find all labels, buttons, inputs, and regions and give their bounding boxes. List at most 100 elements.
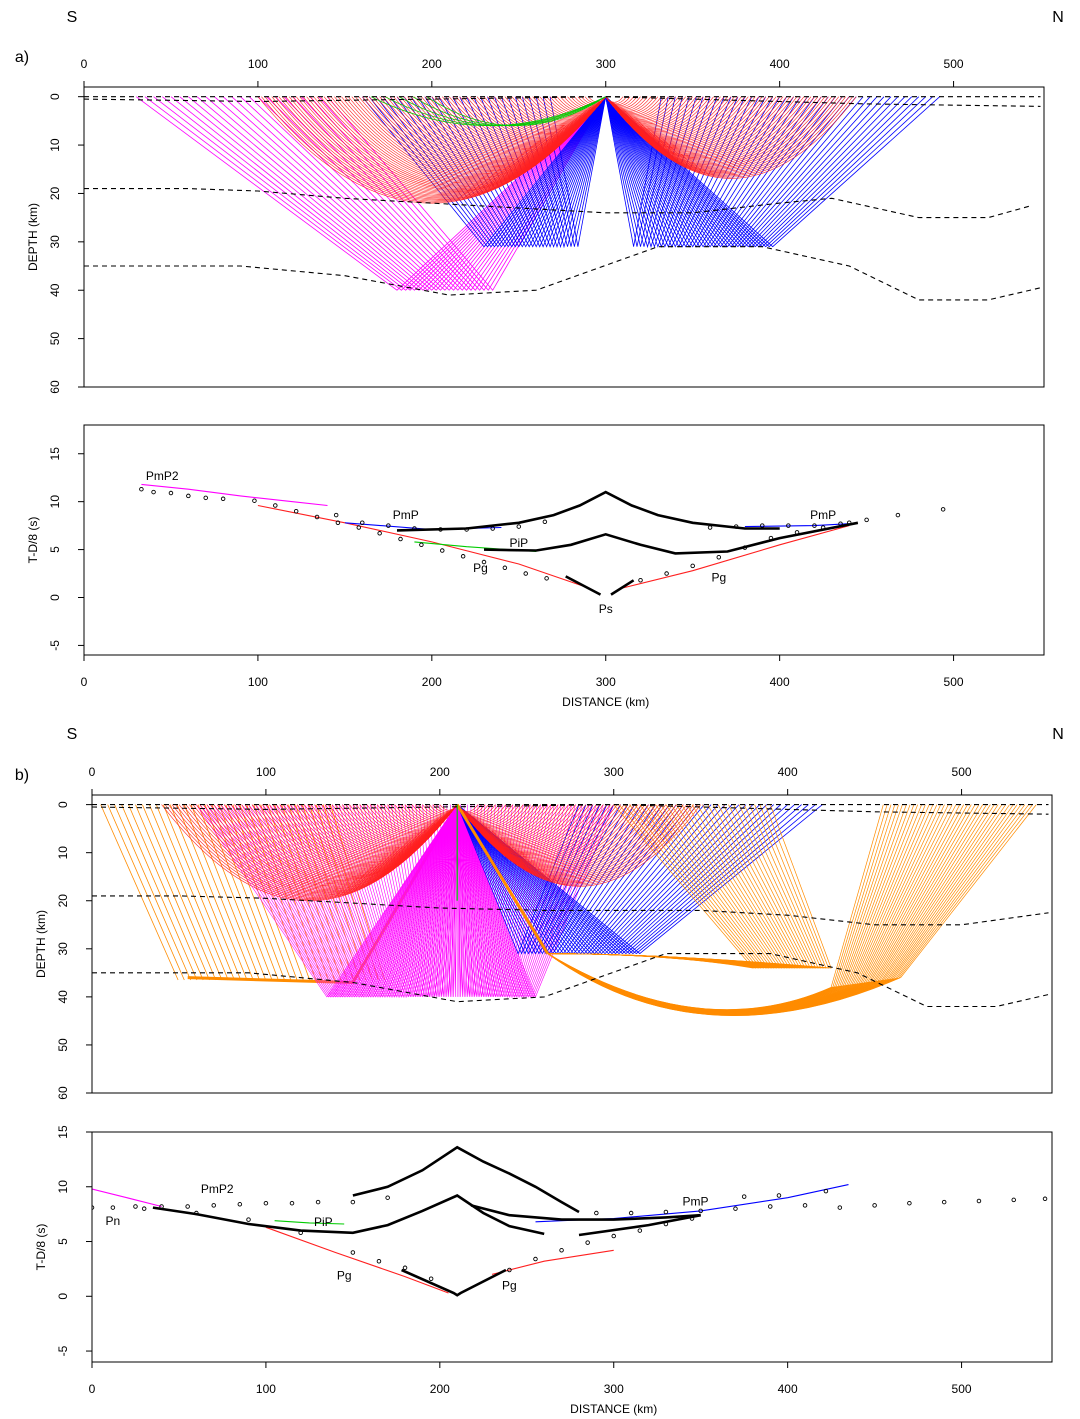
ray xyxy=(100,804,179,981)
data-point xyxy=(812,523,817,528)
panel-label: b) xyxy=(15,767,29,784)
ray xyxy=(456,804,510,997)
x-tick-label: 500 xyxy=(944,57,964,71)
y-tick-label: 15 xyxy=(56,1125,70,1139)
x-tick-label: 0 xyxy=(81,57,88,71)
ray xyxy=(456,804,611,998)
ray xyxy=(296,804,458,998)
x-tick-label: 0 xyxy=(81,675,88,689)
y-tick-label: 0 xyxy=(56,1293,70,1300)
data-point xyxy=(733,1206,738,1211)
travel-time-curve xyxy=(92,1188,162,1208)
ray xyxy=(231,96,607,291)
plot-area xyxy=(92,1145,1048,1297)
y-tick-label: 20 xyxy=(56,894,70,908)
y-tick-label: 40 xyxy=(48,283,62,297)
x-tick-label: 400 xyxy=(778,1382,798,1396)
ray xyxy=(128,804,204,981)
data-point xyxy=(440,548,445,553)
phase-label: Pg xyxy=(337,1269,352,1283)
ray xyxy=(456,804,629,955)
ray xyxy=(397,804,458,997)
data-point xyxy=(289,1200,295,1206)
y-axis-label: T-D/8 (s) xyxy=(26,517,40,564)
ray xyxy=(210,804,458,998)
data-point xyxy=(246,1217,251,1222)
direction-label: N xyxy=(1052,726,1064,743)
data-point xyxy=(159,1204,164,1209)
ray xyxy=(605,96,815,248)
ray xyxy=(456,804,604,998)
data-point xyxy=(220,496,226,502)
y-tick-label: 0 xyxy=(48,594,62,601)
interface-line xyxy=(92,953,1049,1008)
ray xyxy=(190,804,260,981)
panel: T-D/8 (s)DISTANCE (km)0 100 200 300 400 500-5… xyxy=(34,1125,1053,1416)
ray xyxy=(410,96,607,248)
ray xyxy=(436,804,458,997)
data-point xyxy=(490,526,495,531)
data-point xyxy=(733,524,739,529)
ray xyxy=(487,96,607,248)
ray xyxy=(456,804,726,955)
interface-line xyxy=(92,895,1049,926)
phase-label: PmP xyxy=(682,1194,708,1208)
ray xyxy=(383,804,458,997)
y-axis-label: DEPTH (km) xyxy=(26,203,40,271)
ray xyxy=(170,96,606,291)
direction-label: S xyxy=(67,726,78,743)
ray xyxy=(206,804,458,998)
data-point xyxy=(1042,1196,1048,1202)
ray xyxy=(456,804,594,998)
y-tick-label: 5 xyxy=(48,546,62,553)
plot-frame xyxy=(83,424,1045,656)
plot-frame xyxy=(91,794,1053,1094)
data-point xyxy=(335,520,341,526)
ray xyxy=(368,96,607,248)
data-point xyxy=(594,1210,599,1216)
phase-label: Pg xyxy=(473,561,488,575)
x-tick-label: 500 xyxy=(952,1382,972,1396)
ray xyxy=(218,804,285,981)
ray xyxy=(269,804,458,998)
data-point xyxy=(92,1205,95,1210)
ray xyxy=(494,96,607,248)
data-point xyxy=(638,578,643,583)
ray xyxy=(188,96,606,291)
data-point xyxy=(544,576,549,581)
ray xyxy=(321,804,458,998)
ray xyxy=(456,804,597,998)
data-point xyxy=(838,521,843,526)
ray xyxy=(309,96,607,291)
data-point xyxy=(585,1240,590,1245)
data-point xyxy=(698,1208,703,1214)
ray xyxy=(241,804,458,998)
data-point xyxy=(438,527,443,532)
ray xyxy=(222,96,607,291)
travel-time-curve xyxy=(470,1204,701,1221)
ray xyxy=(456,804,601,955)
ray xyxy=(356,804,458,999)
ray xyxy=(107,804,185,981)
travel-time-curve xyxy=(274,1220,345,1225)
ray xyxy=(211,804,279,981)
ray xyxy=(426,96,606,126)
y-tick-label: 20 xyxy=(48,186,62,200)
ray xyxy=(382,96,607,248)
ray xyxy=(310,804,458,998)
panel: S Na) DEPTH (km) 0 100 200 300 400 500 0 10 20 30 40 5… xyxy=(15,9,1064,393)
ray xyxy=(605,96,690,249)
x-tick-label: 300 xyxy=(604,1382,624,1396)
ray xyxy=(456,804,719,955)
ray xyxy=(149,804,223,981)
ray xyxy=(446,804,458,997)
data-point xyxy=(315,1199,321,1205)
travel-time-curve xyxy=(352,1145,580,1214)
ray xyxy=(293,804,458,998)
y-axis-label: T-D/8 (s) xyxy=(34,1224,48,1271)
ray xyxy=(234,804,458,998)
data-point xyxy=(350,1199,356,1205)
ray xyxy=(456,804,562,999)
data-point xyxy=(141,1206,147,1211)
